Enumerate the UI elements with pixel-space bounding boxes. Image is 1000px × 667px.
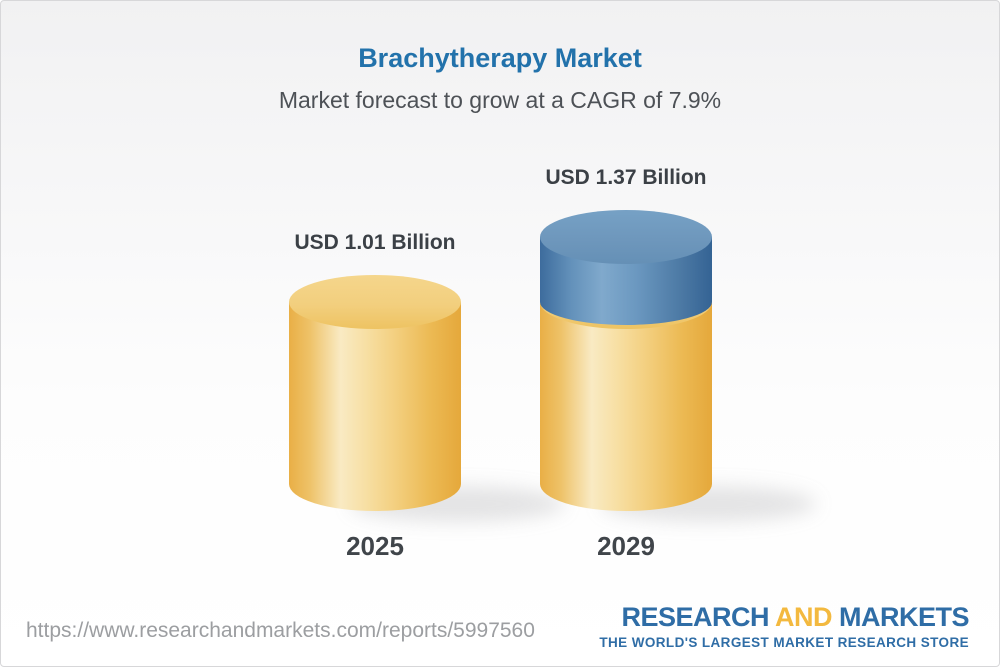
bar-value-label: USD 1.01 Billion [294, 231, 456, 255]
bar-category-label: 2029 [597, 531, 655, 561]
logo-word-and: AND [774, 602, 833, 632]
logo-word-markets: MARKETS [839, 602, 970, 632]
report-url-link[interactable]: https://www.researchandmarkets.com/repor… [26, 619, 535, 642]
cylinder-segment-base [289, 302, 461, 511]
logo-word-research: RESEARCH [621, 602, 769, 632]
logo-wordmark: RESEARCH AND MARKETS [599, 602, 970, 633]
cylinder-segment-base [540, 302, 712, 511]
bar-value-label: USD 1.37 Billion [545, 166, 707, 190]
page-subtitle: Market forecast to grow at a CAGR of 7.9… [278, 87, 722, 113]
bar-category-label: 2025 [346, 531, 404, 561]
cylinder-cap-growth [540, 210, 712, 265]
cylinder-cap-base [289, 275, 461, 330]
logo-tagline: THE WORLD'S LARGEST MARKET RESEARCH STOR… [599, 634, 969, 650]
page-title: Brachytherapy Market [358, 43, 642, 73]
company-logo[interactable]: RESEARCH AND MARKETS THE WORLD'S LARGEST… [599, 602, 970, 650]
